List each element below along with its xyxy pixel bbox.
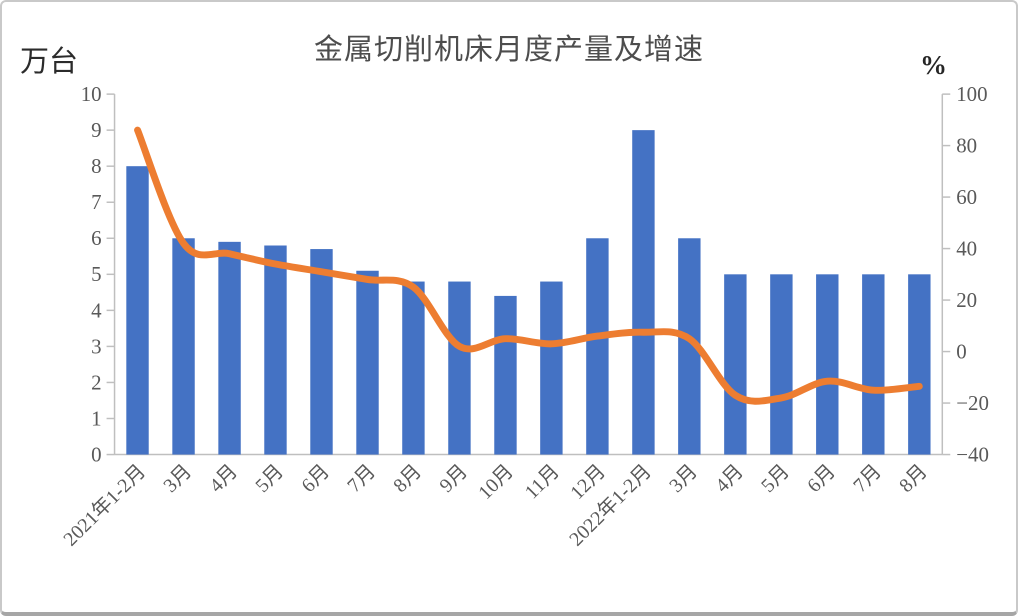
right-axis-tick-label: −20 <box>956 391 989 415</box>
production-bar <box>448 281 471 455</box>
right-axis-tick-label: 100 <box>956 82 987 106</box>
x-tick-label: 6月 <box>297 460 334 497</box>
production-bar <box>402 281 425 455</box>
production-bar <box>356 270 379 455</box>
left-axis-tick-label: 6 <box>91 226 101 250</box>
production-bar <box>172 238 195 455</box>
right-axis-tick-label: 40 <box>956 237 977 261</box>
right-axis-tick-label: 80 <box>956 134 977 158</box>
production-bar <box>126 166 149 455</box>
production-bar <box>540 281 563 455</box>
x-tick-label: 6月 <box>803 460 840 497</box>
production-bar <box>908 274 931 455</box>
x-tick-label: 4月 <box>711 460 748 497</box>
left-axis-tick-label: 3 <box>91 334 101 358</box>
left-axis-tick-label: 0 <box>91 443 101 467</box>
x-tick-label: 5月 <box>757 460 794 497</box>
left-axis-tick-label: 9 <box>91 118 101 142</box>
left-axis-tick-label: 5 <box>91 262 101 286</box>
production-bar <box>862 274 885 455</box>
production-bar <box>632 130 655 455</box>
production-bar <box>494 295 517 455</box>
production-bar <box>816 274 839 455</box>
growth-line <box>134 126 923 405</box>
x-tick-label: 2022年1-2月 <box>565 460 656 550</box>
production-bar <box>264 245 287 455</box>
production-bar <box>724 274 747 455</box>
left-axis-tick-label: 4 <box>91 298 102 322</box>
right-axis-unit-label: % <box>920 50 947 80</box>
right-axis-tick-label: −40 <box>956 443 989 467</box>
x-tick-label: 3月 <box>665 460 702 497</box>
left-axis-tick-label: 1 <box>91 406 101 430</box>
production-bar <box>310 249 333 455</box>
left-axis-tick-label: 7 <box>91 190 101 214</box>
x-tick-label: 7月 <box>849 460 886 497</box>
production-bar <box>770 274 793 455</box>
left-axis-tick-label: 8 <box>91 154 101 178</box>
chart-title: 金属切削机床月度产量及增速 <box>313 34 704 66</box>
x-tick-label: 5月 <box>251 460 288 497</box>
production-bar <box>678 238 701 455</box>
x-tick-label: 9月 <box>435 460 472 497</box>
right-axis-tick-label: 0 <box>956 340 966 364</box>
x-tick-label: 8月 <box>389 460 426 497</box>
right-axis-tick-label: 60 <box>956 185 977 209</box>
right-axis-tick-label: 20 <box>956 288 977 312</box>
x-tick-label: 10月 <box>474 460 518 504</box>
left-axis-tick-label: 2 <box>91 370 101 394</box>
left-axis-tick-label: 10 <box>81 82 102 106</box>
left-axis-unit-label: 万台 <box>20 46 79 78</box>
x-tick-label: 8月 <box>895 460 932 497</box>
x-tick-label: 11月 <box>521 460 564 503</box>
x-tick-label: 7月 <box>343 460 380 497</box>
x-tick-label: 4月 <box>205 460 242 497</box>
production-bar <box>586 238 609 455</box>
x-tick-label: 3月 <box>159 460 196 497</box>
x-tick-label: 2021年1-2月 <box>59 460 150 550</box>
production-bar <box>218 241 241 455</box>
